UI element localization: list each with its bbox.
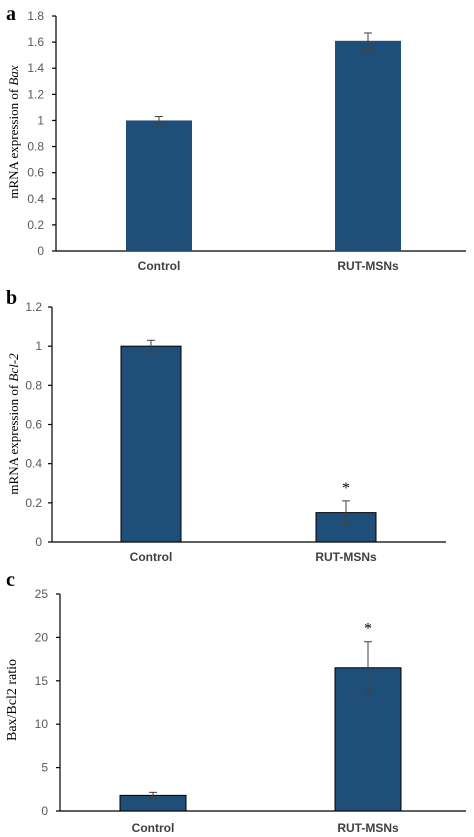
panel-a-ylabel: mRNA expression of Bax <box>6 65 21 198</box>
category-label: RUT-MSNs <box>315 550 377 564</box>
category-label: RUT-MSNs <box>337 821 399 835</box>
y-tick-label: 0.8 <box>27 140 44 154</box>
category-label: Control <box>132 821 175 835</box>
panel-b-ylabel: mRNA expression of Bcl-2 <box>6 353 21 495</box>
y-tick-label: 1.4 <box>27 61 44 75</box>
y-tick-label: 1.6 <box>27 35 44 49</box>
panel-b-letter: b <box>6 287 17 309</box>
panel-c-letter: c <box>6 569 15 591</box>
y-tick-label: 0.8 <box>25 378 42 392</box>
y-tick-label: 25 <box>35 587 49 601</box>
panel-a-letter: a <box>6 3 16 25</box>
y-tick-label: 1 <box>35 339 42 353</box>
y-tick-label: 0 <box>37 244 44 258</box>
y-tick-label: 0.6 <box>25 418 42 432</box>
y-tick-label: 0.4 <box>27 192 44 206</box>
panel-a-bax-chart: a mRNA expression of Bax 0 0.2 0.4 0.6 0.8 1 1… <box>6 3 466 273</box>
y-tick-label: 0.6 <box>27 166 44 180</box>
bar-control <box>126 120 192 251</box>
y-tick-label: 15 <box>35 674 49 688</box>
significance-asterisk: * <box>342 480 350 497</box>
y-tick-label: 1 <box>37 113 44 127</box>
panel-c-ratio-chart: c Bax/Bcl2 ratio 0 5 10 15 20 25 * Control RUT… <box>5 569 466 835</box>
category-label: Control <box>130 550 173 564</box>
y-tick-label: 0 <box>41 804 48 818</box>
category-label: RUT-MSNs <box>337 259 399 273</box>
y-tick-label: 0.2 <box>25 496 42 510</box>
y-tick-label: 1.2 <box>27 87 44 101</box>
bar-rut-msns <box>335 40 401 251</box>
category-label: Control <box>138 259 181 273</box>
panel-c-ylabel: Bax/Bcl2 ratio <box>5 659 20 741</box>
y-tick-label: 0.4 <box>25 457 42 471</box>
y-tick-label: 1.2 <box>25 300 42 314</box>
y-tick-label: 5 <box>41 761 48 775</box>
y-tick-label: 20 <box>35 630 49 644</box>
bar-control <box>120 345 182 543</box>
significance-asterisk: * <box>364 621 372 638</box>
y-tick-label: 10 <box>35 717 49 731</box>
panel-b-bcl2-chart: b mRNA expression of Bcl-2 0 0.2 0.4 0.6 0.8… <box>6 287 446 564</box>
y-tick-label: 0 <box>35 535 42 549</box>
y-tick-label: 1.8 <box>27 9 44 23</box>
y-tick-label: 0.2 <box>27 218 44 232</box>
